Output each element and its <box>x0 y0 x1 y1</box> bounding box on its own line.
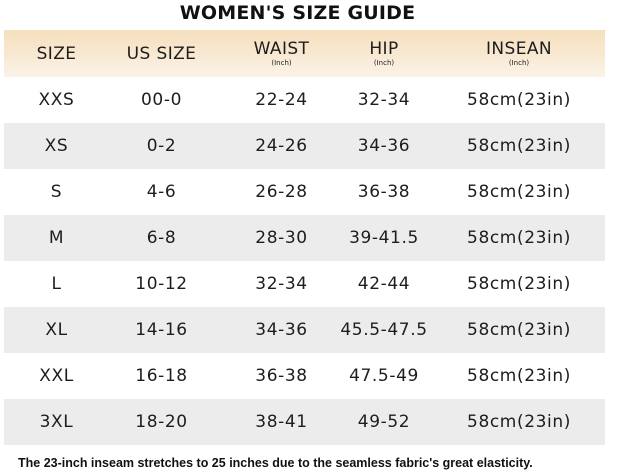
table-row: S 4-6 26-28 36-38 58cm(23in) <box>4 169 605 215</box>
hip-cell: 42-44 <box>357 274 411 294</box>
header-insean-label: INSEAN <box>485 38 552 59</box>
hip-cell: 45.5-47.5 <box>340 320 428 340</box>
header-size: SIZE <box>14 30 99 77</box>
inseam-cell: 58cm(23in) <box>467 366 571 386</box>
header-waist-unit: (Inch) <box>271 58 292 67</box>
us-size-cell: 14-16 <box>135 320 188 340</box>
size-cell: XXS <box>38 90 75 110</box>
waist-cell: 22-24 <box>255 90 308 110</box>
table-header-row: SIZE US SIZE WAIST (Inch) HIP (Inch) INS… <box>4 30 605 77</box>
header-insean: INSEAN (Inch) <box>439 30 599 77</box>
hip-cell: 36-38 <box>357 182 411 202</box>
waist-cell: 32-34 <box>255 274 308 294</box>
us-size-cell: 6-8 <box>146 228 177 248</box>
size-table: SIZE US SIZE WAIST (Inch) HIP (Inch) INS… <box>4 30 605 448</box>
waist-cell: 28-30 <box>255 228 308 248</box>
footnote: The 23-inch inseam stretches to 25 inche… <box>18 456 533 470</box>
inseam-cell: 58cm(23in) <box>467 412 571 432</box>
header-size-label: SIZE <box>36 43 77 64</box>
us-size-cell: 4-6 <box>146 182 177 202</box>
header-us-size: US SIZE <box>99 30 224 77</box>
size-cell: M <box>48 228 65 248</box>
size-cell: XXL <box>39 366 74 386</box>
header-insean-unit: (Inch) <box>508 58 530 67</box>
size-cell: 3XL <box>39 412 74 432</box>
inseam-cell: 58cm(23in) <box>467 182 571 202</box>
hip-cell: 32-34 <box>357 90 411 110</box>
inseam-cell: 58cm(23in) <box>467 274 571 294</box>
header-us-size-label: US SIZE <box>126 43 197 64</box>
inseam-cell: 58cm(23in) <box>467 320 571 340</box>
header-hip-unit: (Inch) <box>373 58 395 67</box>
us-size-cell: 18-20 <box>135 412 188 432</box>
page-title: WOMEN'S SIZE GUIDE <box>179 2 416 24</box>
waist-cell: 38-41 <box>255 412 308 432</box>
size-cell: XS <box>44 136 69 156</box>
size-cell: XL <box>45 320 68 340</box>
us-size-cell: 10-12 <box>135 274 188 294</box>
hip-cell: 39-41.5 <box>349 228 419 248</box>
size-cell: L <box>51 274 62 294</box>
waist-cell: 36-38 <box>255 366 308 386</box>
header-hip-label: HIP <box>369 38 399 59</box>
table-row: L 10-12 32-34 42-44 58cm(23in) <box>4 261 605 307</box>
inseam-cell: 58cm(23in) <box>467 228 571 248</box>
waist-cell: 34-36 <box>255 320 308 340</box>
table-row: XL 14-16 34-36 45.5-47.5 58cm(23in) <box>4 307 605 353</box>
waist-cell: 26-28 <box>255 182 308 202</box>
waist-cell: 24-26 <box>255 136 308 156</box>
table-row: 3XL 18-20 38-41 49-52 58cm(23in) <box>4 399 605 445</box>
header-waist: WAIST (Inch) <box>219 30 344 77</box>
table-row: XXL 16-18 36-38 47.5-49 58cm(23in) <box>4 353 605 399</box>
us-size-cell: 16-18 <box>135 366 188 386</box>
hip-cell: 49-52 <box>357 412 411 432</box>
header-hip: HIP (Inch) <box>324 30 444 77</box>
inseam-cell: 58cm(23in) <box>467 90 571 110</box>
inseam-cell: 58cm(23in) <box>467 136 571 156</box>
size-cell: S <box>50 182 63 202</box>
us-size-cell: 00-0 <box>141 90 182 110</box>
hip-cell: 34-36 <box>357 136 411 156</box>
hip-cell: 47.5-49 <box>349 366 419 386</box>
table-row: M 6-8 28-30 39-41.5 58cm(23in) <box>4 215 605 261</box>
us-size-cell: 0-2 <box>146 136 177 156</box>
table-row: XXS 00-0 22-24 32-34 58cm(23in) <box>4 77 605 123</box>
header-waist-label: WAIST <box>253 38 310 59</box>
table-row: XS 0-2 24-26 34-36 58cm(23in) <box>4 123 605 169</box>
